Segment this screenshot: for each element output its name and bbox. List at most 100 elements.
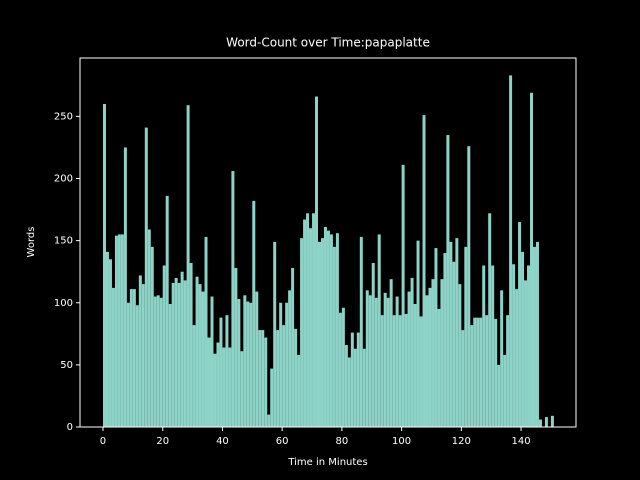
- bar: [288, 290, 292, 427]
- bar: [341, 307, 345, 427]
- bar: [530, 92, 533, 428]
- bar: [135, 305, 139, 427]
- bar: [273, 241, 277, 427]
- y-tick-label: 100: [54, 298, 73, 309]
- bar: [443, 253, 447, 427]
- bar: [282, 325, 286, 427]
- bar: [255, 291, 259, 427]
- bar: [144, 127, 148, 428]
- bar: [317, 241, 321, 427]
- bar: [168, 304, 172, 427]
- bar: [332, 246, 336, 427]
- bar: [150, 246, 154, 427]
- bar: [309, 228, 313, 427]
- bar: [538, 419, 542, 427]
- bar: [246, 301, 250, 427]
- bar: [108, 259, 112, 427]
- bar: [518, 222, 522, 427]
- bar: [249, 302, 253, 427]
- bar: [362, 348, 366, 427]
- bar: [544, 417, 548, 427]
- bar: [153, 296, 157, 427]
- bar: [138, 275, 142, 427]
- y-tick-label: 0: [67, 422, 73, 433]
- bar: [371, 263, 375, 427]
- bar: [315, 96, 318, 428]
- bar: [132, 289, 136, 427]
- x-tick-label: 40: [216, 436, 229, 447]
- bar: [380, 315, 384, 427]
- bar: [365, 290, 369, 427]
- bar: [527, 265, 531, 427]
- bar: [535, 241, 539, 427]
- bar: [213, 353, 217, 427]
- bar: [452, 261, 456, 427]
- bar: [186, 105, 190, 427]
- y-tick-label: 150: [54, 236, 73, 247]
- bar: [120, 234, 124, 427]
- bar: [267, 414, 271, 427]
- bar: [446, 135, 450, 427]
- bar: [497, 364, 501, 427]
- bar: [276, 330, 280, 427]
- bar: [312, 213, 316, 427]
- bar: [180, 271, 184, 427]
- bar: [129, 289, 133, 427]
- y-tick-label: 200: [54, 174, 73, 185]
- bar: [234, 267, 238, 427]
- bar: [509, 75, 513, 428]
- bar: [458, 284, 462, 427]
- bar: [210, 296, 214, 427]
- bar: [425, 295, 429, 427]
- x-tick-label: 60: [276, 436, 289, 447]
- bar: [147, 229, 151, 427]
- bar: [177, 282, 181, 427]
- bar: [413, 304, 417, 427]
- x-tick-label: 120: [452, 436, 471, 447]
- bar: [470, 325, 474, 427]
- bar: [368, 295, 372, 427]
- bar: [473, 317, 477, 427]
- bar: [422, 115, 426, 427]
- x-tick-label: 140: [512, 436, 531, 447]
- bar: [335, 233, 339, 427]
- bar: [207, 337, 211, 427]
- bar: [165, 195, 169, 427]
- bar: [270, 368, 274, 427]
- bar: [350, 332, 354, 427]
- bar: [111, 287, 115, 427]
- plot-frame: [79, 57, 577, 428]
- bar: [550, 415, 554, 427]
- bar: [183, 280, 187, 427]
- bar: [291, 267, 295, 427]
- bar: [503, 354, 507, 427]
- y-tick-label: 250: [54, 111, 73, 122]
- bar: [386, 297, 390, 427]
- bar: [320, 238, 324, 427]
- bar: [482, 265, 486, 427]
- bar: [461, 330, 465, 427]
- bar: [228, 347, 232, 427]
- bar: [377, 234, 381, 427]
- chart-title: Word-Count over Time:papaplatte: [226, 36, 430, 50]
- bar: [419, 316, 423, 427]
- bar: [401, 164, 405, 427]
- bar: [303, 219, 307, 427]
- x-axis-label: Time in Minutes: [287, 457, 367, 468]
- bar: [114, 235, 118, 427]
- bar: [243, 295, 247, 427]
- bar: [506, 315, 510, 427]
- bar: [491, 265, 495, 427]
- bar: [359, 236, 363, 427]
- x-tick-label: 100: [392, 436, 411, 447]
- bar: [225, 315, 229, 427]
- bar: [231, 171, 235, 427]
- bar: [216, 342, 220, 427]
- bar: [431, 279, 435, 427]
- bar: [264, 337, 268, 427]
- bar: [410, 277, 414, 427]
- bar: [392, 315, 396, 427]
- bar: [252, 200, 256, 427]
- bar: [476, 317, 480, 427]
